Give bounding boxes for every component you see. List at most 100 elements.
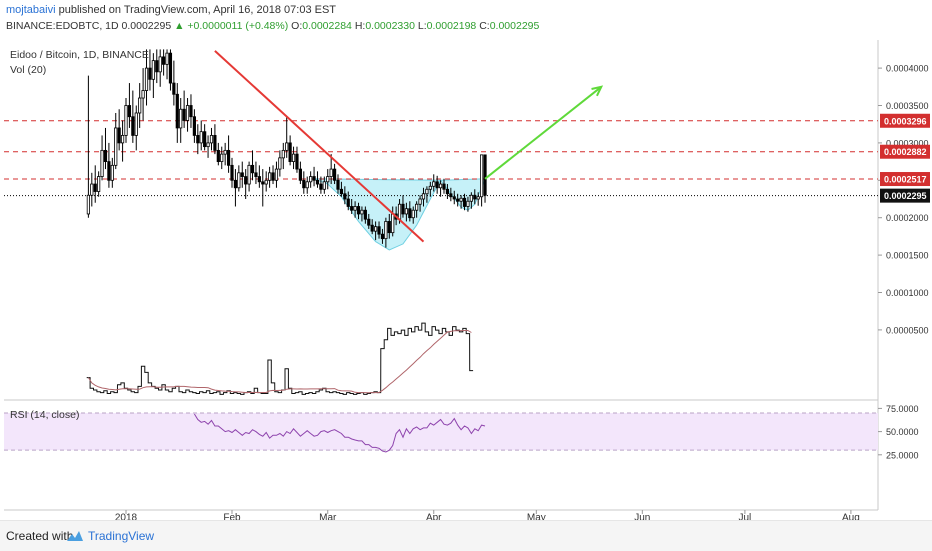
candle-body	[432, 181, 436, 187]
close-value: 0.0002295	[489, 20, 540, 32]
candle-body	[326, 176, 330, 183]
time-tick-label: Feb	[223, 512, 241, 520]
candle-body	[367, 218, 371, 226]
price-tick-label: 0.0001000	[886, 288, 929, 298]
time-tick-label: Apr	[426, 512, 442, 520]
candle-body	[110, 164, 114, 181]
candle-body	[141, 90, 145, 99]
candle-body	[315, 179, 320, 185]
candle-body	[155, 60, 159, 73]
candle-body	[428, 185, 432, 190]
rsi-line	[193, 413, 486, 453]
candle-body	[473, 194, 477, 200]
candle-body	[237, 172, 241, 189]
candle-body	[257, 176, 261, 183]
candle-body	[469, 194, 473, 202]
candle-body	[480, 154, 484, 198]
price-tick-label: 0.0004000	[886, 64, 929, 74]
time-tick-label: Jul	[739, 512, 752, 520]
time-tick-label: Aug	[842, 512, 860, 520]
candle-body	[401, 203, 405, 215]
candle-body	[305, 181, 309, 189]
candle-body	[302, 179, 306, 189]
candle-body	[226, 149, 231, 166]
candle-body	[452, 196, 456, 200]
price-level-label: 0.0002882	[884, 147, 927, 157]
chart-canvas[interactable]: 0.0000500 0.0001000 0.0001500 0.0002000 0.00…	[0, 38, 932, 520]
candle-body	[466, 200, 470, 207]
candle-body	[264, 179, 268, 185]
candle-body	[158, 56, 162, 73]
candle-body	[332, 168, 337, 181]
candle-body	[285, 142, 289, 151]
candle-body	[370, 224, 374, 232]
candle-body	[206, 142, 210, 148]
price-level-badge	[880, 113, 930, 128]
open-label: O:	[291, 20, 303, 32]
candle-body	[291, 153, 296, 163]
candle-body	[179, 108, 183, 129]
candle-body	[309, 176, 313, 183]
candle-body	[271, 172, 275, 181]
candle-body	[288, 142, 292, 163]
candle-body	[483, 154, 487, 196]
chart-header: mojtabaivi published on TradingView.com,…	[0, 0, 932, 38]
volume-ma-line	[87, 330, 472, 394]
candle-body	[397, 203, 402, 220]
candle-body	[336, 179, 340, 190]
rsi-tick-label: 50.0000	[886, 427, 919, 437]
candle-body	[144, 67, 149, 91]
volume-line	[86, 322, 474, 395]
candle-body	[356, 206, 361, 215]
candle-body	[103, 149, 108, 162]
candle-body	[124, 105, 128, 136]
candle-body	[343, 193, 347, 200]
candle-body	[93, 183, 97, 192]
candle-body	[120, 135, 125, 144]
price-level-label: 0.0002295	[884, 191, 927, 201]
candle-body	[377, 226, 381, 235]
candle-body	[90, 183, 94, 196]
tradingview-brand[interactable]: TradingView	[88, 529, 155, 543]
open-value: 0.0002284	[302, 20, 352, 32]
candle-body	[380, 233, 385, 240]
candle-body	[175, 93, 179, 129]
time-tick-label: Mar	[319, 512, 337, 520]
low-label: L:	[417, 20, 427, 32]
candle-body	[281, 149, 285, 159]
candle-body	[353, 206, 357, 211]
volume-label: Vol (20)	[10, 64, 47, 76]
candle-body	[329, 168, 333, 177]
candle-body	[107, 161, 111, 181]
time-axis: 2018 Feb Mar Apr May Jun Jul Aug	[4, 509, 878, 520]
publish-info: mojtabaivi published on TradingView.com,…	[6, 4, 336, 16]
price-tick-label: 0.0001500	[886, 251, 929, 261]
candle-body	[404, 208, 408, 215]
rsi-tick-label: 25.0000	[886, 450, 919, 460]
candle-body	[421, 193, 426, 200]
candle-body	[240, 172, 244, 177]
resistance-trendline	[214, 50, 425, 243]
quote-bar: BINANCE:EDOBTC, 1D 0.0002295 ▲ +0.000001…	[6, 20, 539, 32]
price-level-label: 0.0003296	[884, 116, 927, 126]
candle-body	[172, 82, 176, 95]
time-tick-label: May	[527, 512, 546, 520]
time-tick-label: 2018	[115, 512, 138, 520]
candle-body	[408, 208, 412, 219]
price-tick-label: 0.0000500	[886, 325, 929, 335]
candle-body	[148, 67, 152, 80]
candle-body	[131, 116, 135, 136]
candle-body	[346, 198, 350, 207]
candle-body	[127, 105, 132, 118]
candle-body	[168, 52, 173, 84]
candle-body	[233, 179, 238, 189]
candle-body	[244, 176, 248, 185]
author-link[interactable]: mojtabaivi	[6, 4, 56, 16]
rsi-tick-label: 75.0000	[886, 404, 919, 414]
rsi-label: RSI (14, close)	[10, 409, 80, 421]
candle-body	[391, 213, 395, 234]
high-value: 0.0002330	[365, 20, 415, 32]
candle-body	[185, 105, 190, 121]
candle-body	[425, 188, 429, 195]
candle-body	[449, 193, 453, 198]
